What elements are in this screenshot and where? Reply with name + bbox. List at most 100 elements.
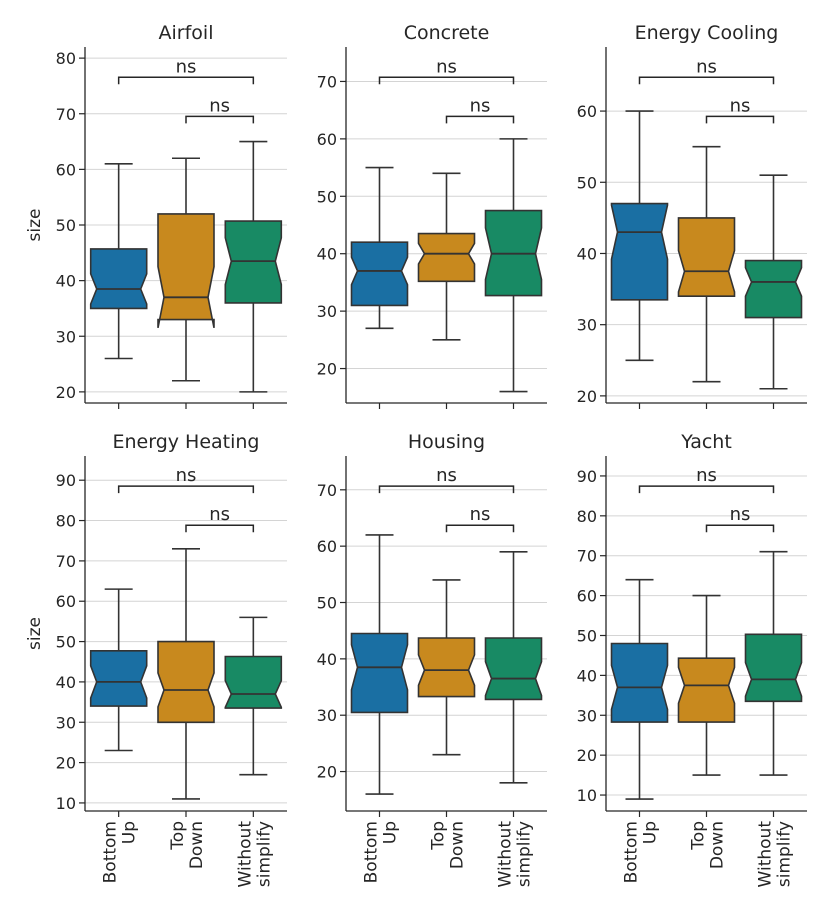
significance-label: ns bbox=[436, 56, 457, 77]
box-without-simplify bbox=[484, 138, 543, 393]
y-tick-label: 30 bbox=[56, 713, 76, 732]
y-tick-label: 70 bbox=[577, 547, 597, 566]
box-bottom-up bbox=[610, 578, 669, 800]
y-tick-label: 10 bbox=[56, 794, 76, 813]
x-category-label-line: Down bbox=[448, 821, 468, 869]
y-tick-label: 50 bbox=[317, 594, 337, 613]
y-tick-label: 60 bbox=[577, 587, 597, 606]
box-body bbox=[484, 637, 543, 701]
x-category-label: Without simplify bbox=[756, 821, 795, 888]
box-without-simplify bbox=[744, 174, 803, 390]
significance-label: ns bbox=[176, 56, 197, 77]
box-without-simplify bbox=[744, 550, 803, 776]
significance-bracket bbox=[185, 524, 255, 533]
y-tick-label: 60 bbox=[317, 130, 337, 149]
significance-label: ns bbox=[696, 465, 717, 486]
significance-label: ns bbox=[436, 465, 457, 486]
y-tick-label: 80 bbox=[577, 507, 597, 526]
y-tick-label: 60 bbox=[56, 592, 76, 611]
significance-bracket bbox=[445, 115, 515, 124]
y-tick-label: 30 bbox=[317, 706, 337, 725]
significance-bracket bbox=[117, 76, 255, 85]
significance-bracket bbox=[705, 524, 775, 533]
y-tick-label: 20 bbox=[577, 387, 597, 406]
box-body bbox=[610, 642, 669, 723]
y-tick-label: 40 bbox=[317, 245, 337, 264]
box-bottom-up bbox=[350, 534, 409, 795]
x-category-label-line: Up bbox=[381, 821, 401, 844]
y-tick-label: 40 bbox=[577, 666, 597, 685]
y-tick-label: 20 bbox=[577, 746, 597, 765]
x-category-label-line: Down bbox=[187, 821, 207, 869]
x-category-label-line: Up bbox=[641, 821, 661, 844]
y-tick-label: 20 bbox=[56, 383, 76, 402]
box-top-down bbox=[417, 172, 476, 341]
box-top-down bbox=[157, 157, 215, 382]
y-tick-label: 70 bbox=[56, 105, 76, 124]
significance-label: ns bbox=[209, 95, 230, 116]
y-tick-label: 40 bbox=[317, 650, 337, 669]
y-tick-label: 50 bbox=[56, 216, 76, 235]
x-category-label-line: Top bbox=[168, 821, 188, 851]
y-tick-label: 50 bbox=[577, 173, 597, 192]
y-tick-label: 80 bbox=[56, 512, 76, 531]
box-body bbox=[224, 655, 283, 709]
box-top-down bbox=[677, 594, 736, 776]
box-without-simplify bbox=[224, 140, 283, 393]
box-bottom-up bbox=[610, 110, 669, 362]
panel-title: Yacht bbox=[680, 431, 732, 453]
x-category-label-line: Bottom bbox=[622, 821, 642, 883]
box-top-down bbox=[677, 145, 736, 383]
box-without-simplify bbox=[224, 616, 283, 776]
significance-bracket bbox=[445, 524, 515, 533]
y-tick-label: 60 bbox=[317, 537, 337, 556]
x-category-label-line: Down bbox=[708, 821, 728, 869]
box-body bbox=[417, 232, 476, 283]
y-tick-label: 70 bbox=[317, 72, 337, 91]
y-tick-label: 20 bbox=[317, 360, 337, 379]
x-category-label: Bottom Up bbox=[362, 821, 401, 883]
x-category-label-line: Without bbox=[496, 821, 516, 888]
significance-bracket bbox=[705, 115, 775, 124]
x-category-label-line: simplify bbox=[515, 821, 535, 887]
x-category-label: Top Down bbox=[429, 821, 468, 869]
y-tick-label: 60 bbox=[56, 160, 76, 179]
box-bottom-up bbox=[350, 166, 409, 330]
y-tick-label: 40 bbox=[56, 272, 76, 291]
box-body bbox=[89, 248, 148, 310]
y-tick-label: 70 bbox=[56, 552, 76, 571]
panel-title: Energy Heating bbox=[112, 431, 259, 453]
significance-label: ns bbox=[176, 465, 197, 486]
y-tick-label: 20 bbox=[56, 754, 76, 773]
significance-bracket bbox=[185, 115, 255, 124]
significance-label: ns bbox=[696, 56, 717, 77]
box-bottom-up bbox=[89, 588, 148, 752]
y-tick-label: 30 bbox=[56, 327, 76, 346]
y-axis-label: size bbox=[25, 209, 45, 242]
panel-title: Concrete bbox=[404, 22, 490, 44]
significance-bracket bbox=[378, 76, 515, 85]
box-body bbox=[744, 633, 803, 703]
y-tick-label: 20 bbox=[317, 763, 337, 782]
x-category-label-line: Top bbox=[429, 821, 449, 851]
significance-bracket bbox=[638, 76, 775, 85]
box-body bbox=[677, 217, 736, 298]
panel-energy-heating: 10 20 30 40 50 60 70 80 90 Energy Heating size nsns… bbox=[25, 431, 287, 887]
y-tick-label: 70 bbox=[317, 481, 337, 500]
box-bottom-up bbox=[89, 163, 148, 360]
panel-title: Housing bbox=[408, 431, 485, 453]
significance-bracket bbox=[378, 485, 515, 494]
box-body bbox=[417, 637, 476, 698]
y-tick-label: 60 bbox=[577, 102, 597, 121]
y-tick-label: 10 bbox=[577, 786, 597, 805]
x-category-label-line: Bottom bbox=[101, 821, 121, 883]
y-tick-label: 50 bbox=[317, 187, 337, 206]
significance-label: ns bbox=[730, 95, 751, 116]
box-body bbox=[157, 213, 215, 329]
box-body bbox=[89, 649, 148, 707]
box-top-down bbox=[157, 547, 215, 800]
